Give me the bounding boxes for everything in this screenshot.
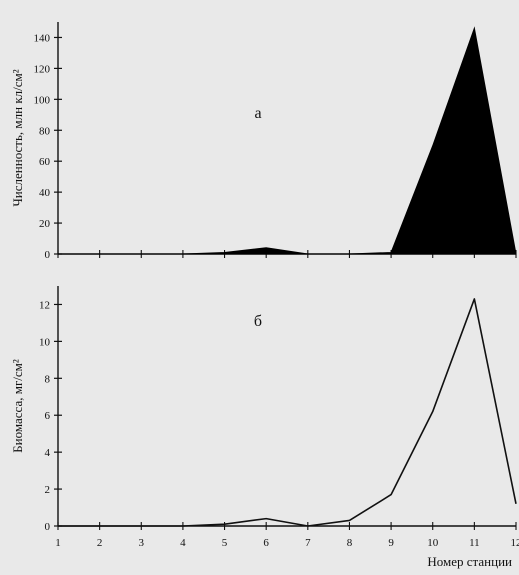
area-series [58, 28, 516, 254]
x-tick-label: 4 [180, 537, 186, 549]
x-tick-label: 6 [263, 537, 269, 549]
y-tick-label: 80 [39, 125, 51, 137]
y-tick-label: 0 [45, 521, 51, 533]
y-tick-label: 140 [34, 32, 51, 44]
y-tick-label: 60 [39, 156, 51, 168]
panel-label: б [254, 313, 262, 330]
y-tick-label: 2 [45, 484, 51, 496]
x-tick-label: 1 [55, 537, 61, 549]
y-tick-label: 10 [39, 336, 51, 348]
x-tick-label: 8 [347, 537, 353, 549]
x-axis-title: Номер станции [427, 554, 512, 569]
x-tick-label: 9 [388, 537, 394, 549]
y-axis-title: Биомасса, мг/см² [10, 359, 25, 453]
y-tick-label: 12 [39, 299, 50, 311]
y-axis-title: Численность, млн кл/см² [10, 69, 25, 206]
line-series [58, 299, 516, 526]
x-tick-label: 3 [139, 537, 145, 549]
x-tick-label: 11 [469, 537, 480, 549]
panel-label: а [254, 105, 261, 122]
x-tick-label: 7 [305, 537, 311, 549]
x-tick-label: 2 [97, 537, 103, 549]
x-tick-label: 5 [222, 537, 228, 549]
y-tick-label: 4 [45, 447, 51, 459]
y-tick-label: 8 [45, 373, 51, 385]
y-tick-label: 0 [45, 249, 51, 261]
x-tick-label: 10 [427, 537, 439, 549]
y-tick-label: 40 [39, 187, 51, 199]
y-tick-label: 20 [39, 218, 51, 230]
panel-а: 0 20 40 60 80 100 120 140 а Численность, млн кл/с… [10, 22, 516, 261]
y-tick-label: 6 [45, 410, 51, 422]
y-tick-label: 120 [34, 63, 51, 75]
x-tick-label: 12 [511, 537, 519, 549]
y-tick-label: 100 [34, 94, 51, 106]
